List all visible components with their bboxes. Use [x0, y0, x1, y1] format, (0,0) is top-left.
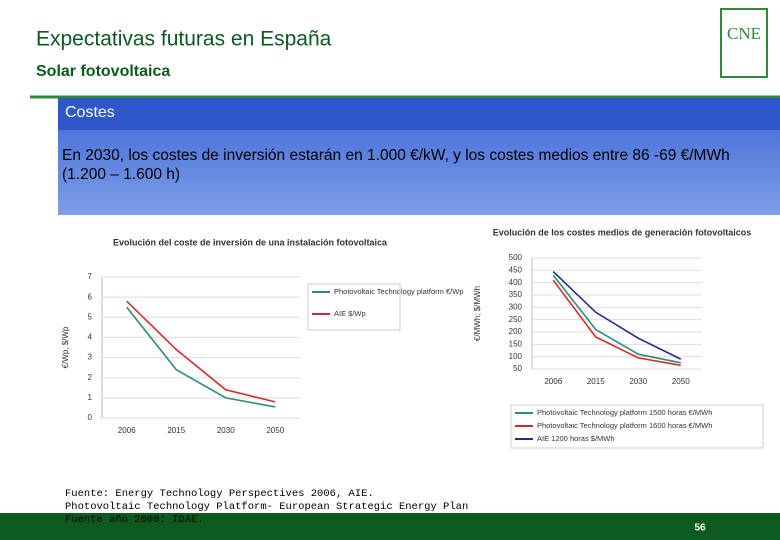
chart-title: Evolución del coste de inversión de una … — [113, 237, 388, 247]
x-tick-label: 2050 — [672, 377, 690, 386]
x-tick-label: 2030 — [629, 377, 647, 386]
y-tick-label: 100 — [509, 352, 523, 361]
y-tick-label: 500 — [509, 253, 523, 262]
x-tick-label: 2006 — [118, 426, 136, 435]
chart-title: Evolución de los costes medios de genera… — [493, 227, 752, 237]
y-axis-label: €/Wp, $/Wp — [61, 326, 70, 368]
legend-label: AIE $/Wp — [334, 309, 366, 318]
x-tick-label: 2050 — [266, 426, 284, 435]
y-tick-label: 50 — [513, 364, 522, 373]
legend-box — [510, 404, 764, 449]
source-line: Fuente año 2008: IDAE. — [65, 514, 204, 526]
y-tick-label: 7 — [88, 272, 93, 281]
source-line: Photovoltaic Technology Platform- Europe… — [65, 501, 468, 513]
y-tick-label: 2 — [88, 373, 93, 382]
y-tick-label: 200 — [509, 327, 523, 336]
y-tick-label: 4 — [88, 333, 93, 342]
logo-box — [720, 8, 768, 78]
y-tick-label: 150 — [509, 339, 523, 348]
x-tick-label: 2015 — [587, 377, 605, 386]
y-tick-label: 6 — [88, 292, 93, 301]
legend-label: AIE 1200 horas $/MWh — [537, 434, 615, 443]
cost-box-heading-bar — [58, 98, 780, 130]
y-tick-label: 250 — [509, 315, 523, 324]
source: Fuente: Energy Technology Perspectives 2… — [65, 488, 468, 526]
y-tick-label: 400 — [509, 278, 523, 287]
series-line — [126, 306, 276, 408]
legend-label: Photovoltaic Technology platform 1600 ho… — [537, 421, 712, 430]
series-line — [552, 274, 681, 364]
y-tick-label: 3 — [88, 353, 93, 362]
x-tick-label: 2030 — [217, 426, 235, 435]
cost-heading: Costes — [65, 104, 115, 121]
slide-subtitle: Solar fotovoltaica — [36, 63, 170, 80]
series-line — [126, 300, 276, 403]
y-tick-label: 0 — [88, 413, 93, 422]
y-axis-label: €/MWh; $/MWh — [473, 286, 482, 341]
page-number: 56 — [694, 523, 706, 534]
footer-bar — [0, 513, 780, 540]
y-tick-label: 5 — [88, 312, 93, 321]
series-line — [552, 270, 682, 360]
x-tick-label: 2006 — [544, 377, 562, 386]
legend-box — [307, 283, 401, 331]
y-tick-label: 1 — [88, 393, 93, 402]
legend-label: Photovoltaic Technology platform 1500 ho… — [537, 408, 712, 417]
legend-label: Photovoltaic Technology platform €/Wp — [334, 287, 464, 296]
source-line: Fuente: Energy Technology Perspectives 2… — [65, 488, 374, 500]
y-tick-label: 450 — [509, 265, 523, 274]
slide-title: Expectativas futuras en España — [36, 28, 332, 51]
x-tick-label: 2015 — [167, 426, 185, 435]
cost-text: En 2030, los costes de inversión estarán… — [62, 147, 730, 183]
y-tick-label: 300 — [509, 302, 523, 311]
cost-text-wrap: En 2030, los costes de inversión estarán… — [62, 147, 730, 183]
logo: CNE — [727, 24, 761, 43]
series-line — [552, 279, 681, 367]
y-tick-label: 350 — [509, 290, 523, 299]
